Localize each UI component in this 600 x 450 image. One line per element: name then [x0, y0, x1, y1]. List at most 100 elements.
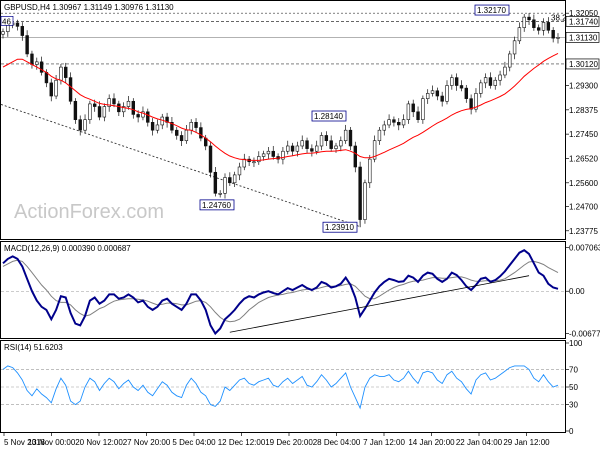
price-tick-label: 1.28375	[569, 106, 598, 115]
x-tick-label: 14 Jan 20:00	[408, 438, 455, 447]
candle-body	[450, 77, 454, 86]
candle-body	[83, 119, 87, 131]
candle-body	[503, 66, 507, 76]
candle-body	[25, 35, 29, 55]
candle-body	[392, 119, 396, 123]
candle-body	[483, 77, 488, 84]
candle-body	[368, 158, 372, 184]
rsi-tick-label: 50	[569, 383, 578, 392]
candle-body	[126, 100, 131, 107]
price-tick-label: 1.27450	[569, 130, 598, 139]
candle-body	[237, 166, 242, 176]
candle-body	[208, 145, 213, 173]
price-header: GBPUSD,H4 1.30967 1.31149 1.30976 1.3113…	[4, 3, 174, 12]
candle-body	[179, 135, 184, 142]
candle-body	[348, 129, 353, 147]
candle-body	[488, 77, 493, 86]
price-tick-label: 1.26520	[569, 155, 598, 164]
candle-body	[49, 82, 53, 97]
candle-body	[411, 103, 415, 113]
candle-body	[397, 122, 401, 126]
rsi-tick-label: 30	[569, 401, 578, 410]
candle-body	[136, 114, 140, 118]
candle-body	[223, 177, 227, 194]
candle-body	[324, 135, 329, 142]
candle-body	[517, 27, 522, 42]
candle-body	[387, 119, 391, 126]
candle-body	[286, 145, 290, 152]
price-callout-label: 1.32170	[477, 6, 506, 15]
candle-body	[59, 66, 63, 81]
price-callout-label: 1.24760	[202, 201, 231, 210]
left-callout-box	[0, 16, 14, 26]
candle-body	[257, 156, 261, 163]
candle-body	[266, 150, 271, 155]
candle-body	[363, 182, 367, 220]
candle-body	[102, 106, 107, 118]
x-tick-label: 13 Nov 00:00	[28, 438, 76, 447]
candle-body	[30, 53, 34, 65]
candle-body	[112, 98, 116, 105]
candle-body	[194, 122, 198, 128]
candle-body	[117, 103, 121, 113]
candle-body	[68, 77, 73, 102]
rsi-tick-label: 70	[569, 365, 578, 374]
candle-body	[372, 140, 377, 160]
candle-body	[440, 95, 444, 102]
candle-body	[382, 124, 386, 131]
candle-body	[546, 22, 551, 31]
candle-body	[522, 16, 526, 28]
x-tick-label: 28 Dec 04:00	[313, 438, 361, 447]
candle-body	[551, 29, 555, 39]
candle-body	[474, 93, 478, 110]
left-callout-label: 46	[2, 17, 11, 26]
macd-header: MACD(12,26,9) 0.000390 0.000687	[4, 244, 131, 253]
candle-body	[35, 61, 39, 65]
candle-body	[20, 26, 25, 36]
candle-body	[536, 27, 541, 31]
price-tick-box	[565, 58, 600, 70]
candle-body	[425, 93, 430, 99]
price-tick-label: 1.32050	[569, 9, 598, 18]
candle-body	[15, 22, 20, 27]
candle-body	[454, 77, 459, 86]
candle-body	[78, 119, 82, 131]
candle-body	[261, 153, 266, 157]
price-panel-frame	[0, 0, 566, 240]
macd-tick-label: 0.007063	[569, 243, 600, 252]
candle-body	[556, 37, 560, 39]
candle-body	[377, 129, 382, 142]
candle-body	[290, 145, 295, 152]
candle-body	[305, 140, 309, 149]
candle-body	[295, 145, 300, 152]
price-trendline	[0, 104, 361, 228]
price-tick-box	[565, 32, 600, 43]
moving-average-line	[2, 52, 559, 161]
candle-body	[445, 85, 449, 102]
candle-body	[64, 66, 68, 78]
candle-body	[189, 122, 193, 131]
candle-body	[406, 103, 411, 120]
candle-body	[479, 82, 483, 94]
candle-body	[141, 111, 145, 118]
x-tick-label: 27 Nov 20:00	[123, 438, 171, 447]
candle-body	[459, 85, 464, 89]
candle-body	[498, 74, 502, 81]
candle-body	[334, 145, 338, 149]
candle-body	[314, 145, 319, 152]
candle-body	[421, 98, 425, 120]
price-callout-box	[311, 110, 347, 122]
candle-body	[329, 140, 333, 149]
candle-body	[199, 127, 203, 139]
candle-body	[310, 148, 314, 152]
candle-body	[430, 90, 435, 94]
price-tick-label: 1.24700	[569, 202, 598, 211]
candle-body	[232, 174, 237, 184]
candle-body	[343, 129, 348, 142]
x-tick-label: 5 Dec 04:00	[172, 438, 216, 447]
candle-body	[1, 31, 5, 35]
candle-body	[44, 72, 49, 84]
candle-body	[150, 122, 155, 131]
candle-body	[121, 106, 126, 113]
macd-signal-line	[2, 259, 559, 323]
